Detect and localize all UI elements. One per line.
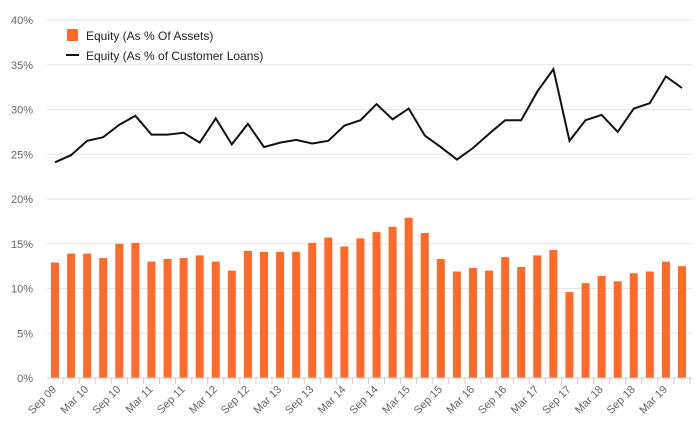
x-tick-label: Sep 12: [219, 384, 252, 417]
x-tick-label: Mar 10: [59, 384, 92, 417]
bar: [83, 253, 92, 378]
line-path: [54, 66, 683, 164]
bar: [452, 271, 461, 378]
bar: [485, 270, 494, 378]
bar: [613, 281, 622, 378]
x-tick-label: Mar 11: [123, 384, 155, 416]
y-tick-label: 10%: [11, 284, 33, 296]
x-tick-label: Mar 17: [509, 384, 542, 417]
bar: [292, 251, 301, 378]
bar: [629, 273, 638, 378]
bar: [276, 251, 285, 378]
bar: [645, 271, 654, 378]
x-tick-label: Sep 10: [90, 384, 123, 417]
bar: [260, 251, 268, 378]
x-axis: Sep 09 Mar 10 Sep 10 Mar 11 Sep 11 Mar 12 Sep …: [26, 377, 692, 417]
bar: [356, 238, 365, 378]
x-tick-label: Sep 11: [155, 384, 188, 417]
legend-swatch-bar: [67, 29, 78, 41]
x-tick-label: Sep 15: [412, 384, 445, 417]
y-tick-label: 35%: [11, 60, 33, 72]
bar: [581, 283, 590, 378]
bar: [549, 250, 558, 378]
x-tick-label: Mar 15: [380, 384, 413, 417]
x-tick-label: Sep 18: [605, 384, 638, 417]
bar: [340, 246, 349, 378]
bar: [469, 267, 477, 378]
bar: [99, 258, 108, 378]
gridlines: [47, 19, 692, 334]
bar: [501, 257, 510, 378]
y-tick-label: 25%: [11, 149, 33, 161]
bar: [211, 261, 220, 378]
bar: [517, 267, 526, 378]
x-tick-label: Mar 19: [637, 384, 670, 417]
y-axis-tick-labels: 0% 5% 10% 15% 20% 25% 30% 35% 40%: [11, 15, 33, 385]
bar: [147, 261, 156, 378]
bar-series-equity-assets: [51, 217, 686, 378]
legend-label-line: Equity (As % of Customer Loans): [86, 49, 263, 63]
y-tick-label: 40%: [11, 15, 33, 27]
bar: [115, 243, 124, 378]
bar: [131, 242, 140, 378]
bar: [533, 255, 542, 378]
bar: [227, 270, 236, 378]
y-tick-label: 5%: [17, 328, 33, 340]
bar: [420, 233, 429, 378]
bar: [404, 217, 413, 378]
bar: [324, 237, 333, 378]
x-tick-label: Sep 09: [26, 384, 59, 417]
bar: [565, 292, 574, 378]
y-tick-label: 15%: [11, 239, 33, 251]
line-series-equity-loans: [54, 66, 683, 164]
x-tick-label: Mar 14: [316, 384, 349, 417]
y-tick-label: 20%: [11, 194, 33, 206]
x-tick-label: Sep 16: [476, 384, 509, 417]
y-tick-label: 30%: [11, 105, 33, 117]
x-tick-label: Mar 13: [251, 384, 284, 417]
x-tick-label: Mar 18: [573, 384, 606, 417]
bar: [678, 266, 686, 378]
bar: [597, 275, 606, 378]
x-tick-label: Sep 14: [348, 384, 381, 417]
bar: [436, 258, 445, 378]
bar: [661, 261, 670, 378]
bar: [308, 242, 317, 378]
bar: [51, 262, 59, 378]
bar: [195, 255, 204, 378]
bar: [388, 226, 397, 378]
legend: Equity (As % Of Assets) Equity (As % of …: [66, 29, 263, 63]
bar: [67, 253, 76, 378]
bar: [179, 258, 188, 378]
bar: [243, 250, 252, 378]
x-tick-label: Sep 17: [540, 384, 573, 417]
legend-label-bar: Equity (As % Of Assets): [86, 29, 213, 43]
x-tick-label: Mar 12: [187, 384, 220, 417]
x-tick-label: Sep 13: [283, 384, 316, 417]
bar: [163, 258, 172, 378]
bar: [372, 232, 381, 378]
y-tick-label: 0%: [17, 373, 33, 385]
x-tick-label: Mar 16: [444, 384, 477, 417]
